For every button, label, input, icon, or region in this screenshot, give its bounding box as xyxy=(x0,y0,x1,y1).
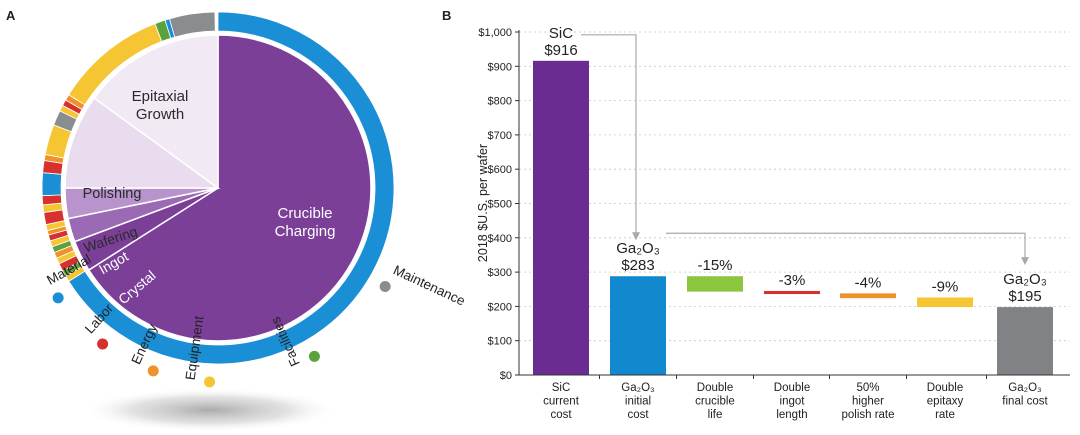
category-label-7: Ga₂O₃ final cost xyxy=(1002,382,1048,408)
pie-slice-crucible-charging xyxy=(87,34,372,342)
bar-value-label-5: -4% xyxy=(855,274,882,291)
panel-label-b: B xyxy=(442,8,451,23)
legend-dot-energy xyxy=(147,365,159,377)
pie-label-polishing: Polishing xyxy=(83,186,142,202)
y-tick-label: $900 xyxy=(488,61,512,73)
bar-4 xyxy=(764,290,820,295)
legend-dot-material xyxy=(52,292,64,304)
bar-value-label-2: Ga₂O₃ $283 xyxy=(616,240,660,274)
connector-sic-to-ga2o3 xyxy=(581,34,640,241)
category-label-2: Ga₂O₃ initial cost xyxy=(621,382,655,421)
bar-1 xyxy=(533,60,589,375)
y-tick-label: $400 xyxy=(488,233,512,245)
y-tick-label: $700 xyxy=(488,130,512,142)
connector-initial-to-final xyxy=(666,232,1029,266)
y-axis-title: 2018 $U.S. per wafer xyxy=(476,144,490,262)
bar-value-label-6: -9% xyxy=(932,278,959,295)
bar-2 xyxy=(610,276,666,375)
y-tick-label: $0 xyxy=(500,370,512,382)
y-axis-ticks: $0 $100 $200 $300 $400 $500 $600 $700 $800 $900 $1… xyxy=(478,27,519,382)
bar-5 xyxy=(840,293,896,299)
bar-value-label-1: SiC $916 xyxy=(544,25,577,59)
grid-lines xyxy=(519,31,1070,342)
y-tick-label: $500 xyxy=(488,199,512,211)
y-tick-label: $600 xyxy=(488,164,512,176)
connector-arrows xyxy=(581,34,1029,266)
legend-dot-equipment xyxy=(204,376,216,388)
bar-value-label-3: -15% xyxy=(697,257,732,274)
y-tick-label: $100 xyxy=(488,336,512,348)
category-label-5: 50% higher polish rate xyxy=(841,382,894,421)
bar-6 xyxy=(917,297,973,308)
ring-segment-material xyxy=(41,172,63,197)
category-label-4: Double ingot length xyxy=(774,382,810,421)
axes xyxy=(518,30,1070,379)
pie-slices xyxy=(64,34,372,342)
pie-chart: Crucible ChargingCrystalIngotWaferingPoli… xyxy=(41,11,467,432)
pie-label-epitaxial-growth: Epitaxial Growth xyxy=(132,88,189,123)
bar-value-label-7: Ga₂O₃ $195 xyxy=(1003,271,1047,305)
legend-dot-labor xyxy=(97,338,109,350)
bar-value-label-4: -3% xyxy=(779,272,806,289)
y-tick-label: $1,000 xyxy=(478,27,512,39)
legend-dot-maintenance xyxy=(379,280,391,292)
bar-labels: SiC $916 Ga₂O₃ $283 -15% -3% -4% -9% Ga₂O₃ $195 xyxy=(544,25,1046,305)
category-labels: SiC current cost Ga₂O₃ initial cost Double cruc… xyxy=(543,382,1048,421)
outer-ring xyxy=(41,11,395,365)
legend-label-maintenance: Maintenance xyxy=(391,262,467,308)
bar-7 xyxy=(997,307,1053,375)
pie-label-crucible-charging: Crucible Charging xyxy=(275,205,336,240)
pie-slice-polishing xyxy=(64,97,221,189)
ring-segment-labor xyxy=(41,194,63,206)
pie-shadow xyxy=(80,388,340,432)
category-label-3: Double crucible life xyxy=(695,382,735,421)
category-label-1: SiC current cost xyxy=(543,382,580,421)
bar-chart: $0 $100 $200 $300 $400 $500 $600 $700 $800 $900 $1… xyxy=(476,25,1070,421)
pie-slice-epitaxial-growth xyxy=(93,34,219,190)
ring-segment-maintenance xyxy=(168,11,216,38)
category-label-6: Double epitaxy rate xyxy=(927,382,964,421)
bar-3 xyxy=(687,276,743,292)
y-tick-label: $300 xyxy=(488,267,512,279)
panel-label-a: A xyxy=(6,8,16,23)
bars xyxy=(533,60,1053,375)
y-tick-label: $200 xyxy=(488,301,512,313)
y-tick-label: $800 xyxy=(488,96,512,108)
ring-segment-material xyxy=(68,11,395,365)
legend-dot-facilities xyxy=(308,350,320,362)
